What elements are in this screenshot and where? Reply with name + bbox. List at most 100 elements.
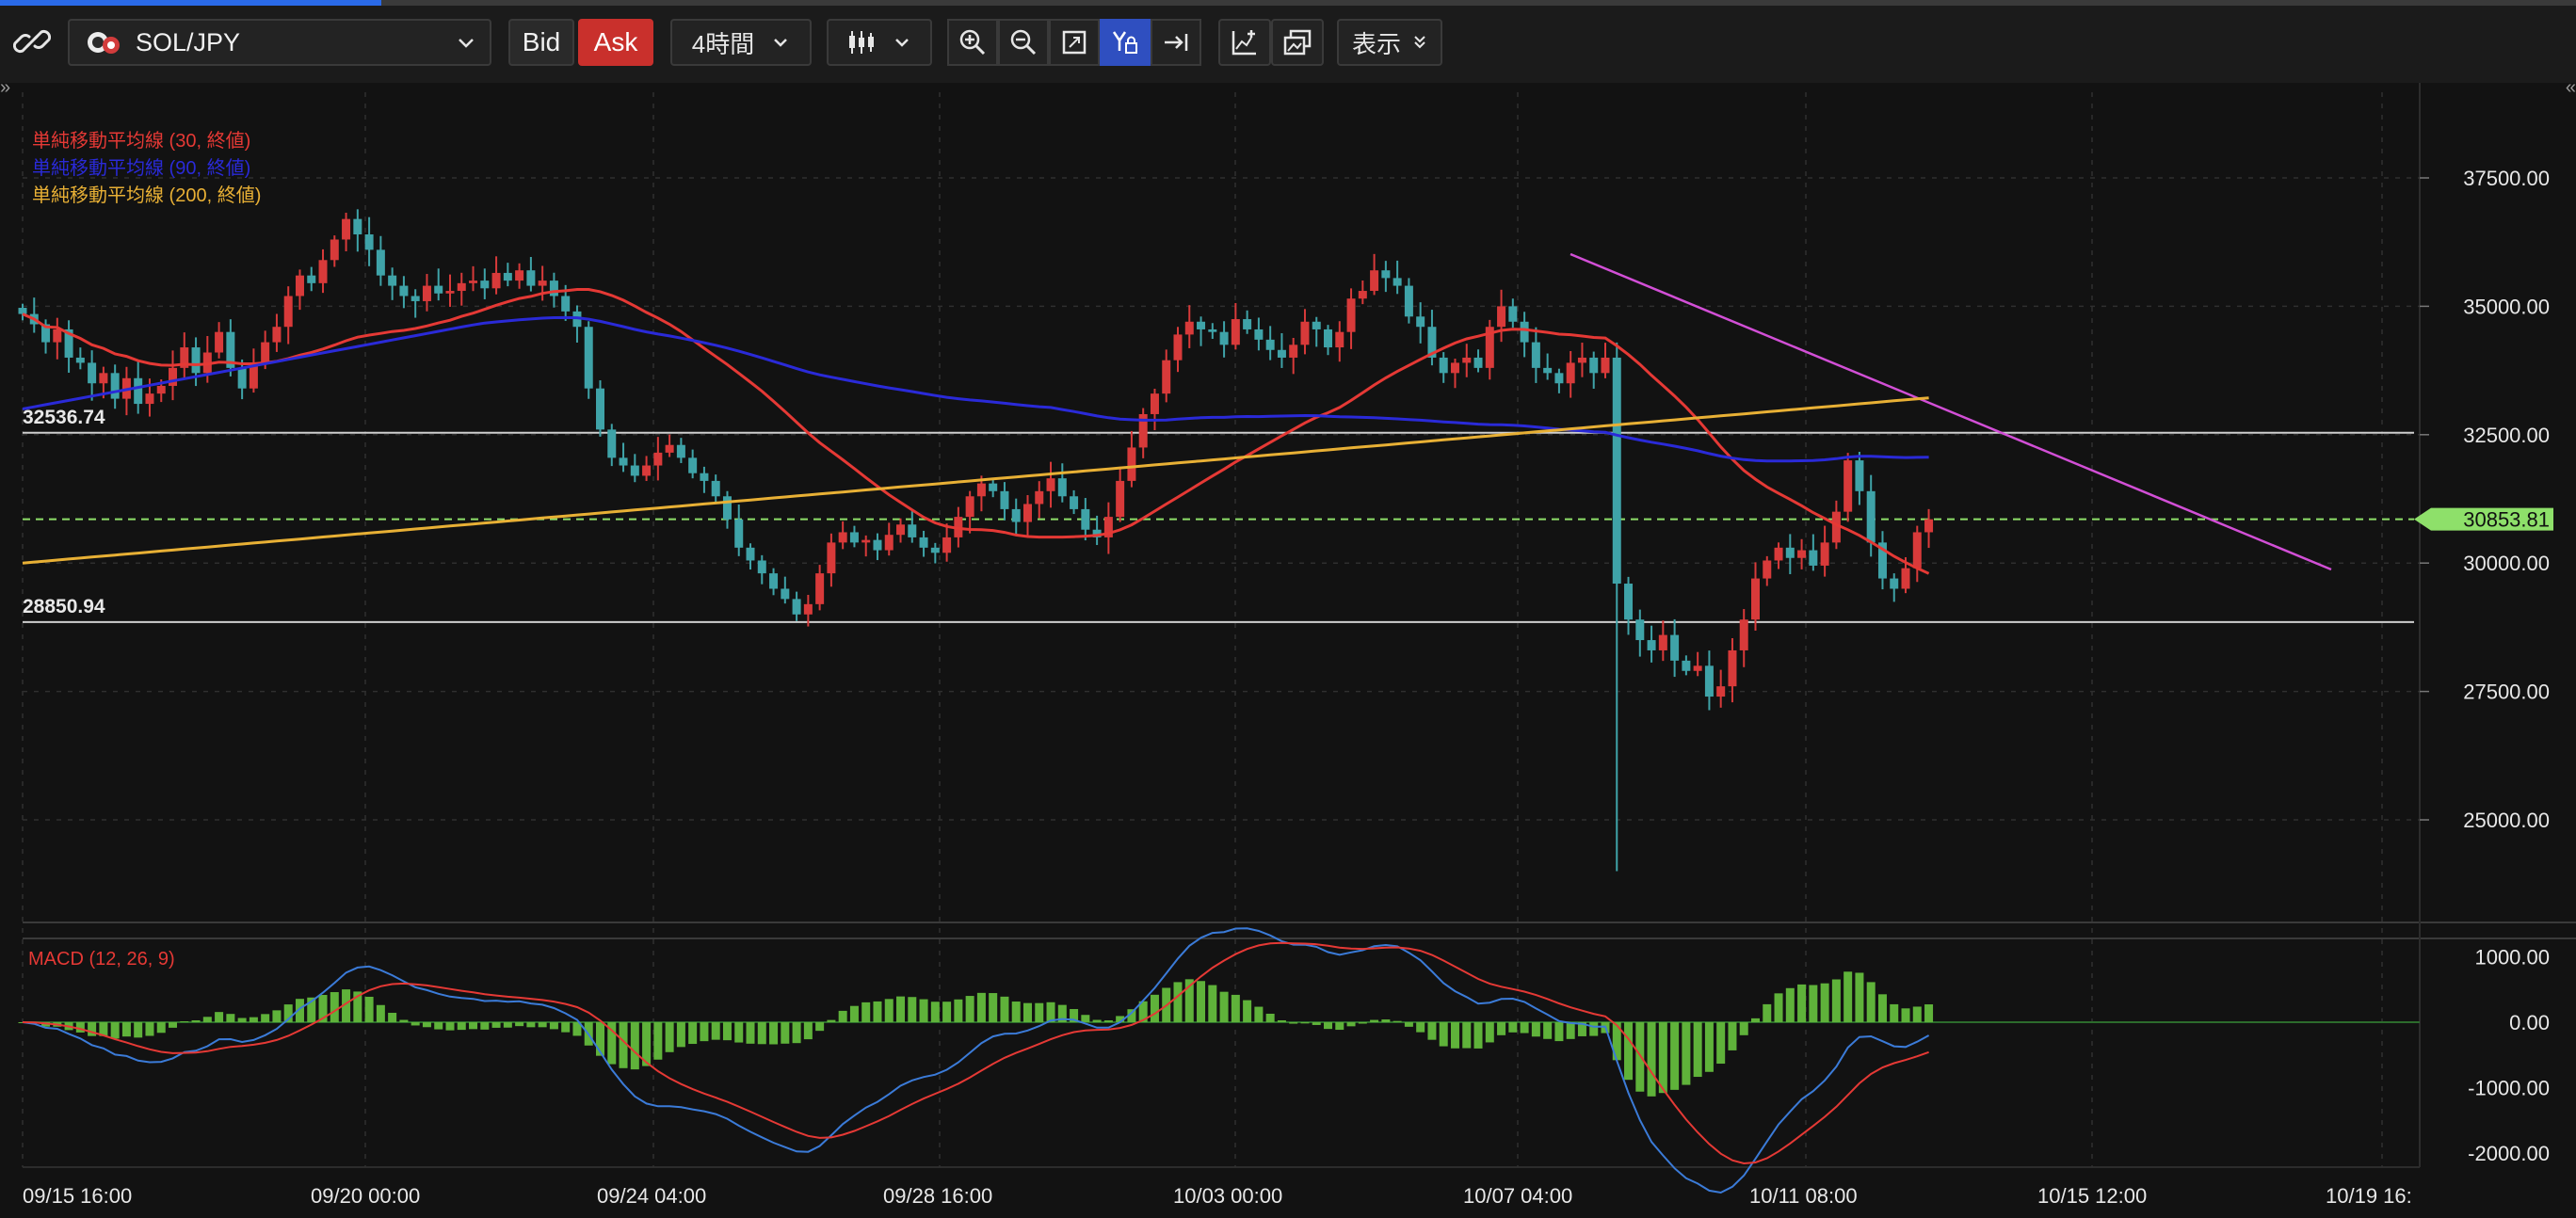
- candle-body: [1184, 321, 1194, 335]
- macd-histogram-bar: [1057, 1004, 1067, 1022]
- candle-body: [676, 444, 685, 458]
- timeframe-label: 4時間: [691, 29, 755, 58]
- candle-body: [1670, 634, 1680, 661]
- macd-histogram-bar: [1728, 1022, 1737, 1050]
- sma90-legend[interactable]: 単純移動平均線 (90, 終値): [32, 158, 251, 179]
- macd-legend[interactable]: MACD (12, 26, 9): [28, 949, 175, 970]
- candle-body: [711, 480, 720, 497]
- macd-histogram-bar: [364, 996, 374, 1022]
- candle-body: [1277, 349, 1286, 358]
- macd-histogram-bar: [1184, 979, 1194, 1022]
- screenshot-icon[interactable]: [1271, 19, 1324, 66]
- candle-body: [1728, 649, 1737, 687]
- scroll-to-end-icon[interactable]: [1151, 19, 1201, 66]
- macd-histogram-bar: [619, 1022, 628, 1068]
- collapse-left-icon[interactable]: »: [0, 77, 11, 98]
- time-tick: 09/20 00:00: [311, 1184, 420, 1208]
- macd-histogram-bar: [1716, 1022, 1726, 1065]
- zoom-out-icon[interactable]: [998, 19, 1049, 66]
- macd-histogram-bar: [1624, 1022, 1634, 1081]
- candlestick-icon: [847, 29, 876, 56]
- symbol-selector[interactable]: SOL/JPY: [68, 19, 491, 66]
- macd-histogram-bar: [180, 1021, 189, 1023]
- coin-icon: [87, 28, 122, 56]
- macd-histogram-bar: [1473, 1022, 1483, 1049]
- macd-histogram-bar: [781, 1022, 790, 1044]
- candle-body: [226, 331, 235, 368]
- macd-histogram-bar: [596, 1022, 604, 1056]
- macd-histogram-bar: [1635, 1022, 1645, 1092]
- macd-histogram-bar: [653, 1022, 663, 1060]
- candle-body: [1219, 331, 1229, 345]
- time-tick: 10/03 00:00: [1173, 1184, 1282, 1208]
- candle-body: [1901, 568, 1910, 589]
- display-menu[interactable]: 表示: [1337, 19, 1442, 66]
- collapse-right-icon[interactable]: «: [2565, 77, 2576, 98]
- macd-histogram-bar: [1774, 993, 1783, 1022]
- macd-histogram-bar: [1219, 991, 1229, 1022]
- candle-body: [18, 308, 27, 314]
- macd-histogram-bar: [283, 1004, 293, 1022]
- candle-body: [1877, 542, 1887, 579]
- macd-histogram-bar: [1658, 1022, 1667, 1094]
- chart-type-selector[interactable]: [827, 19, 932, 66]
- macd-histogram-bar: [711, 1022, 720, 1040]
- macd-histogram-bar: [376, 1004, 385, 1022]
- candle-body: [1000, 490, 1009, 509]
- sma200-legend[interactable]: 単純移動平均線 (200, 終値): [32, 185, 262, 206]
- macd-histogram-bar: [1427, 1022, 1437, 1040]
- candle-body: [1716, 686, 1726, 697]
- macd-histogram-bar: [503, 1022, 512, 1028]
- bid-button[interactable]: Bid: [508, 19, 574, 66]
- zoom-in-icon[interactable]: [947, 19, 998, 66]
- candle-body: [364, 234, 374, 250]
- trend-line: [1570, 252, 2332, 571]
- macd-histogram-bar: [1682, 1022, 1691, 1085]
- macd-histogram-bar: [422, 1022, 431, 1028]
- macd-histogram-bar: [896, 996, 906, 1022]
- candle-body: [919, 537, 928, 548]
- macd-histogram-bar: [110, 1022, 120, 1039]
- sma30-legend[interactable]: 単純移動平均線 (30, 終値): [32, 131, 251, 152]
- macd-histogram-bar: [469, 1022, 478, 1030]
- fit-icon[interactable]: [1049, 19, 1100, 66]
- macd-histogram-bar: [700, 1022, 709, 1042]
- candle-body: [526, 270, 536, 286]
- candle-body: [503, 272, 512, 281]
- chevron-down-icon: [893, 33, 911, 52]
- resistance-label: 32536.74: [23, 407, 105, 428]
- macd-line: [22, 927, 1930, 1194]
- candle-body: [792, 599, 801, 615]
- candle-body: [88, 362, 97, 384]
- candle-body: [803, 603, 813, 615]
- macd-histogram-bar: [861, 1002, 871, 1022]
- macd-histogram-bar: [1000, 996, 1009, 1022]
- macd-histogram-bar: [549, 1022, 558, 1030]
- candle-body: [781, 588, 790, 600]
- candle-body: [665, 444, 674, 453]
- candle-body: [215, 331, 224, 353]
- auto-scale-lock-icon[interactable]: [1100, 19, 1151, 66]
- symbol-name: SOL/JPY: [136, 27, 241, 56]
- macd-histogram-bar: [676, 1022, 685, 1048]
- support-label: 28850.94: [23, 596, 105, 617]
- candle-body: [1624, 584, 1634, 620]
- macd-histogram-bar: [1485, 1022, 1494, 1043]
- timeframe-selector[interactable]: 4時間: [670, 19, 812, 66]
- candle-body: [538, 280, 547, 286]
- time-tick: 09/24 04:00: [597, 1184, 706, 1208]
- macd-histogram-bar: [515, 1022, 524, 1027]
- candle-body: [1416, 316, 1425, 328]
- price-tick: 32500.00: [2463, 424, 2550, 447]
- add-indicator-icon[interactable]: [1218, 19, 1271, 66]
- ask-button[interactable]: Ask: [578, 19, 653, 66]
- link-icon[interactable]: [12, 21, 52, 62]
- macd-histogram-bar: [1670, 1022, 1680, 1090]
- candle-body: [884, 535, 894, 551]
- macd-histogram-bar: [1289, 1022, 1298, 1024]
- candle-body: [191, 347, 201, 374]
- macd-histogram-bar: [1277, 1019, 1286, 1022]
- candle-body: [596, 388, 604, 430]
- macd-histogram-bar: [272, 1010, 282, 1022]
